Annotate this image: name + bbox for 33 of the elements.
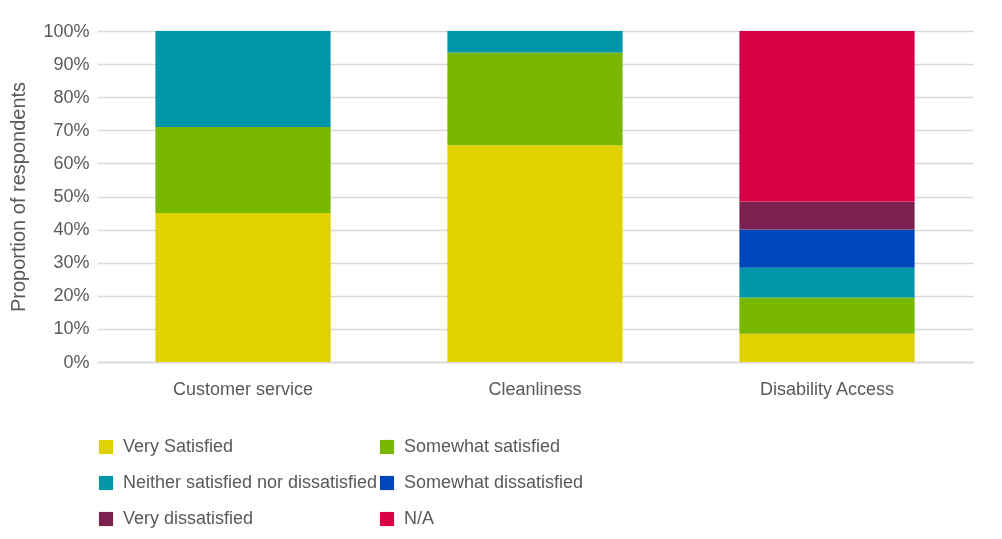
y-tick-label: 90%: [53, 53, 90, 74]
bar: [447, 31, 623, 53]
legend-label: Very dissatisfied: [123, 508, 254, 528]
bar: [447, 52, 623, 146]
y-tick-label: 30%: [53, 252, 90, 273]
x-tick-label: Customer service: [172, 378, 314, 399]
bar: [155, 31, 331, 127]
y-tick-label: 0%: [63, 351, 90, 372]
y-tick-label: 10%: [53, 318, 90, 339]
y-tick-label: 40%: [53, 219, 90, 240]
y-tick-label: 80%: [53, 86, 90, 107]
x-tick-label: Cleanliness: [488, 378, 582, 399]
bar: [155, 126, 331, 214]
y-tick-label: 50%: [53, 186, 90, 206]
bar: [447, 145, 623, 362]
legend-label: Somewhat satisfied: [404, 436, 561, 456]
legend-label: Very Satisfied: [123, 436, 234, 456]
bar: [739, 267, 915, 298]
bar: [155, 213, 331, 362]
y-tick-label: 20%: [53, 285, 90, 306]
bar: [739, 333, 915, 362]
legend-label: N/A: [404, 508, 435, 528]
y-tick-label: 70%: [53, 119, 90, 140]
y-tick-label: 60%: [53, 152, 90, 173]
x-tick-label: Disability Access: [759, 378, 895, 399]
y-axis-title: Proportion of respondents: [7, 81, 30, 313]
bar: [739, 201, 915, 230]
bar: [739, 229, 915, 268]
bar: [739, 297, 915, 334]
legend-label: Neither satisfied nor dissatisfied: [123, 472, 378, 492]
legend-label: Somewhat dissatisfied: [404, 472, 584, 492]
bar: [739, 31, 915, 202]
y-tick-label: 100%: [43, 20, 90, 41]
